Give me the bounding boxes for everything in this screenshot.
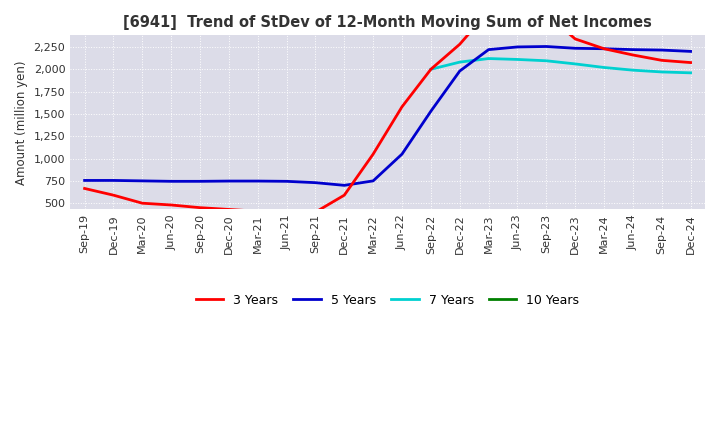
- 5 Years: [225, 178, 233, 183]
- 5 Years: [571, 46, 580, 51]
- 5 Years: [109, 178, 118, 183]
- 3 Years: [657, 58, 666, 63]
- 7 Years: [513, 57, 522, 62]
- 3 Years: [485, 9, 493, 14]
- Title: [6941]  Trend of StDev of 12-Month Moving Sum of Net Incomes: [6941] Trend of StDev of 12-Month Moving…: [123, 15, 652, 30]
- Y-axis label: Amount (million yen): Amount (million yen): [15, 60, 28, 185]
- 5 Years: [426, 109, 435, 114]
- 5 Years: [196, 179, 204, 184]
- 3 Years: [311, 209, 320, 215]
- 3 Years: [513, 2, 522, 7]
- 5 Years: [513, 44, 522, 50]
- 5 Years: [456, 68, 464, 73]
- 3 Years: [542, 11, 551, 17]
- 3 Years: [600, 46, 608, 51]
- 5 Years: [80, 178, 89, 183]
- 7 Years: [542, 58, 551, 63]
- 5 Years: [397, 151, 406, 157]
- 3 Years: [167, 202, 176, 208]
- 7 Years: [657, 70, 666, 75]
- 5 Years: [369, 178, 377, 183]
- 3 Years: [109, 193, 118, 198]
- 5 Years: [629, 47, 637, 52]
- 3 Years: [282, 209, 291, 215]
- 5 Years: [138, 178, 147, 183]
- 3 Years: [629, 52, 637, 58]
- 7 Years: [426, 66, 435, 72]
- 5 Years: [282, 179, 291, 184]
- 7 Years: [629, 67, 637, 73]
- 3 Years: [225, 207, 233, 212]
- 5 Years: [686, 49, 695, 54]
- 3 Years: [196, 205, 204, 210]
- 7 Years: [686, 70, 695, 76]
- 7 Years: [571, 61, 580, 66]
- 5 Years: [485, 47, 493, 52]
- 5 Years: [657, 48, 666, 53]
- 3 Years: [138, 201, 147, 206]
- 5 Years: [253, 178, 262, 183]
- Line: 7 Years: 7 Years: [431, 59, 690, 73]
- 5 Years: [311, 180, 320, 185]
- 3 Years: [369, 151, 377, 157]
- Line: 5 Years: 5 Years: [84, 47, 690, 185]
- 5 Years: [542, 44, 551, 49]
- Legend: 3 Years, 5 Years, 7 Years, 10 Years: 3 Years, 5 Years, 7 Years, 10 Years: [191, 289, 584, 312]
- 3 Years: [80, 186, 89, 191]
- 5 Years: [600, 46, 608, 51]
- 3 Years: [456, 42, 464, 47]
- 3 Years: [686, 60, 695, 65]
- 3 Years: [340, 193, 348, 198]
- Line: 3 Years: 3 Years: [84, 5, 690, 212]
- 3 Years: [426, 66, 435, 72]
- 5 Years: [167, 179, 176, 184]
- 5 Years: [340, 183, 348, 188]
- 3 Years: [253, 209, 262, 214]
- 3 Years: [571, 36, 580, 41]
- 7 Years: [456, 59, 464, 65]
- 7 Years: [600, 65, 608, 70]
- 7 Years: [485, 56, 493, 61]
- 3 Years: [397, 104, 406, 110]
